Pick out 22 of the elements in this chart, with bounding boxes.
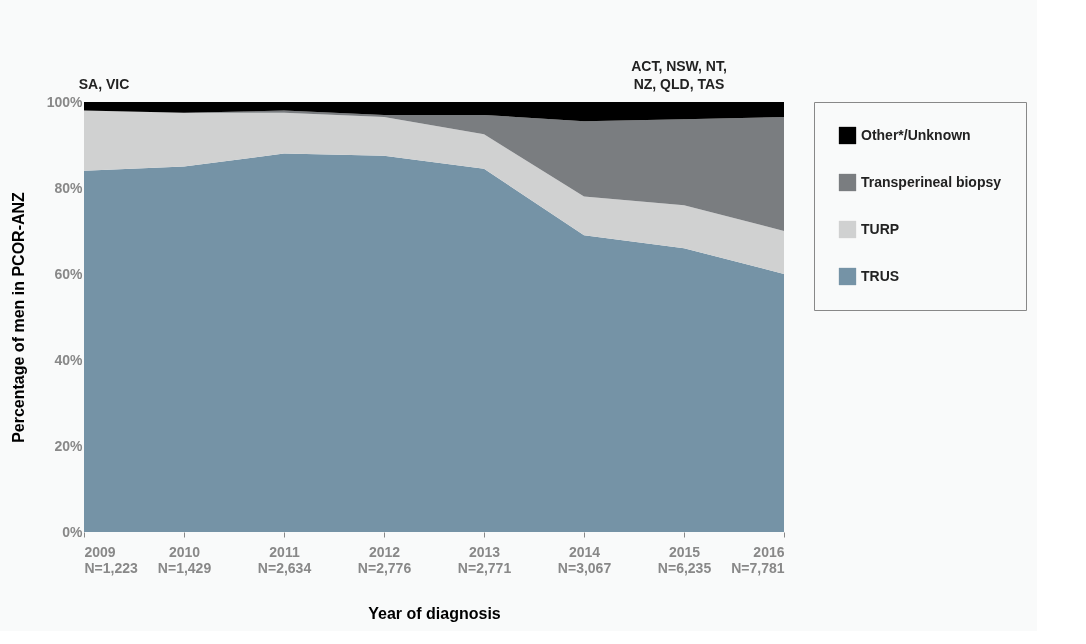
y-tick-label: 0% [62, 523, 84, 540]
y-tick-label: 80% [54, 179, 84, 196]
x-tick-label: 2011 N=2,634 [257, 543, 312, 576]
x-tick-label: 2012 N=2,776 [357, 543, 412, 576]
legend-label: Other*/Unknown [861, 126, 971, 143]
legend-label: TURP [861, 220, 900, 237]
x-tick-label: 2014 N=3,067 [557, 543, 612, 576]
y-tick-label: 20% [54, 437, 84, 454]
legend-label: TRUS [861, 267, 900, 284]
x-tick-label: 2015 N=6,235 [657, 543, 712, 576]
x-tick-label: 2013 N=2,771 [457, 543, 512, 576]
y-axis-title: Percentage of men in PCOR-ANZ [9, 191, 27, 443]
y-tick-label: 100% [46, 93, 84, 110]
y-tick-label: 60% [54, 265, 84, 282]
y-tick-label: 40% [54, 351, 84, 368]
x-axis-title: Year of diagnosis [368, 604, 501, 622]
text: ACT, NSW, NT, NZ, QLD, TAS [631, 58, 727, 92]
x-tick-label: 2009 N=1,223 [84, 543, 139, 576]
x-tick-label: 2010 N=1,429 [157, 543, 212, 576]
legend-label: Transperineal biopsy [861, 173, 1002, 190]
x-tick-label: 2016 N=7,781 [731, 543, 785, 576]
text: SA, VIC [78, 76, 130, 92]
